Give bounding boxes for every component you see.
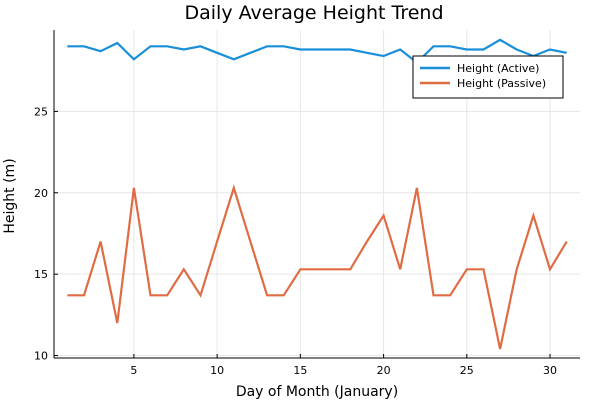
x-tick-label: 15 [293,364,307,377]
x-tick-label: 5 [130,364,137,377]
series-line-0 [67,38,567,65]
chart-title: Daily Average Height Trend [184,2,443,24]
x-tick-label: 20 [377,364,391,377]
y-tick-label: 20 [34,187,48,200]
y-tick-label: 25 [34,105,48,118]
x-axis-label: Day of Month (January) [236,384,398,400]
legend: Height (Active) Height (Passive) [412,55,564,99]
x-tick-label: 30 [543,364,557,377]
axes-layer [53,30,580,359]
y-tick-label: 15 [34,268,48,281]
legend-label-active: Height (Active) [457,62,539,75]
ticks-layer: 5 10 15 20 25 30 10 15 20 25 [34,105,557,377]
y-tick-label: 10 [34,350,48,363]
series-line-1 [67,184,568,350]
legend-label-passive: Height (Passive) [457,77,546,90]
x-tick-label: 25 [460,364,474,377]
series-layer [67,38,568,350]
y-axis-label: Height (m) [2,158,18,233]
x-tick-label: 10 [210,364,224,377]
legend-box [412,55,564,99]
